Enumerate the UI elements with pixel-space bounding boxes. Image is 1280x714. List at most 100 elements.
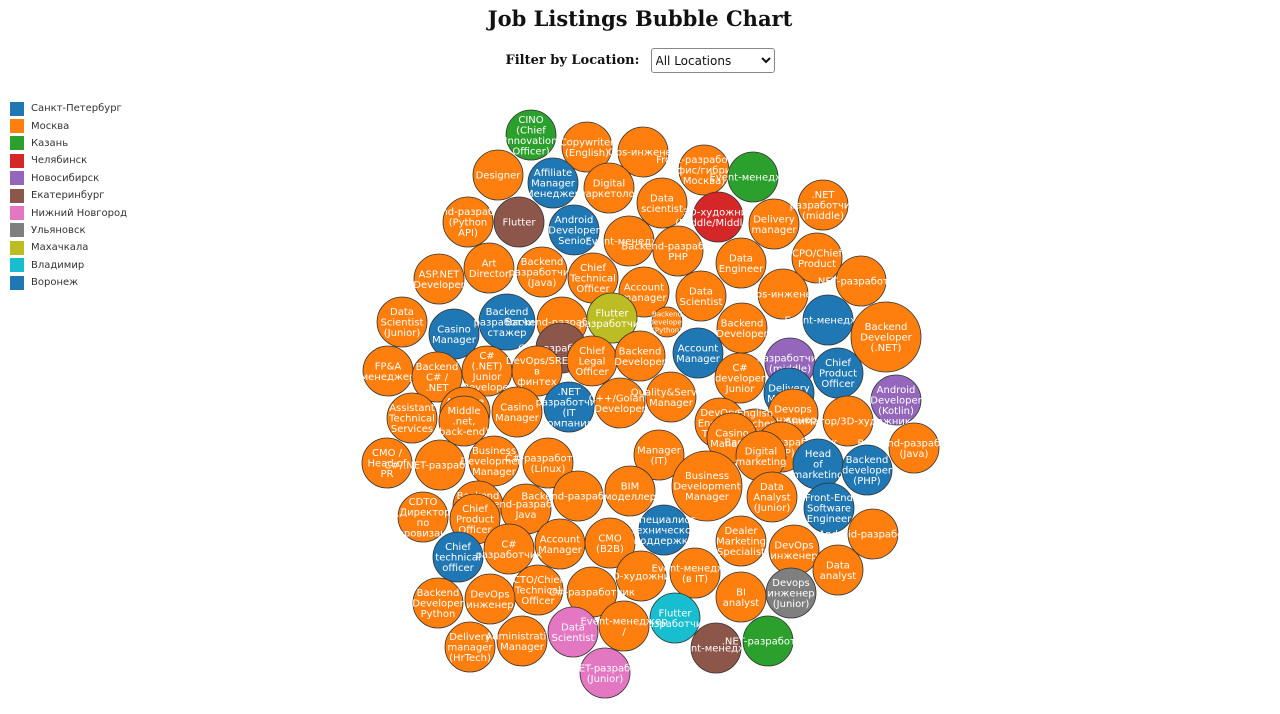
bubble-circle[interactable] (638, 504, 690, 556)
bubble[interactable]: ASP.NET Developer (413, 253, 466, 305)
bubble-circle[interactable] (386, 392, 438, 444)
bubble-circle[interactable] (715, 515, 767, 567)
bubble[interactable]: Backend Developer (716, 302, 769, 354)
bubble-circle[interactable] (397, 491, 449, 543)
bubble[interactable]: Art Director (463, 242, 515, 294)
bubble-circle[interactable] (645, 371, 697, 423)
bubble[interactable]: Data analyst (812, 544, 864, 596)
bubble-circle[interactable] (791, 232, 843, 284)
bubble-circle[interactable] (636, 177, 688, 229)
bubble[interactable]: Backend developer (PHP) (841, 444, 893, 496)
bubble-circle[interactable] (512, 564, 564, 616)
bubble[interactable]: CMO / Head of PR (361, 437, 413, 489)
bubble-circle[interactable] (579, 647, 631, 699)
bubble-circle[interactable] (675, 270, 727, 322)
bubble[interactable]: CINO (Chief Innovation Officer) (505, 109, 558, 161)
bubble[interactable]: Data Scientist (675, 270, 727, 322)
bubble-circle[interactable] (584, 517, 636, 569)
bubble-circle[interactable] (552, 470, 604, 522)
bubble[interactable]: CTO/Chief Technical Officer (512, 564, 564, 616)
bubble-circle[interactable] (768, 524, 820, 576)
bubble-circle[interactable] (468, 435, 520, 487)
bubble[interactable]: Data Analyst (Junior) (746, 471, 798, 523)
bubble[interactable]: DevOps инженер (464, 573, 516, 625)
bubble[interactable]: Chief Product Officer (812, 347, 864, 399)
bubble-circle[interactable] (511, 345, 563, 397)
bubble[interactable]: Account Manager (672, 327, 724, 379)
bubble[interactable]: Data scientist (636, 177, 688, 229)
bubble[interactable]: C# developer Junior (714, 352, 766, 404)
bubble[interactable]: BIM моделлер (604, 465, 656, 517)
bubble[interactable]: Data Scientist (547, 606, 599, 658)
bubble-circle[interactable] (746, 471, 798, 523)
bubble-circle[interactable] (534, 518, 586, 570)
bubble[interactable]: Backend Developer (.NET) (850, 301, 922, 373)
bubble-circle[interactable] (472, 149, 524, 201)
bubble-circle[interactable] (633, 429, 685, 481)
bubble-circle[interactable] (617, 126, 669, 178)
bubble-circle[interactable] (669, 547, 721, 599)
bubble[interactable]: Data Scientist (Junior) (376, 296, 428, 348)
bubble-circle[interactable] (414, 439, 466, 491)
bubble-circle[interactable] (742, 615, 794, 667)
bubble-circle[interactable] (586, 292, 638, 344)
bubble-circle[interactable] (672, 327, 724, 379)
bubble[interactable]: Flutter (493, 196, 545, 248)
bubble[interactable]: Delivery manager (748, 198, 800, 250)
bubble-circle[interactable] (516, 246, 568, 298)
bubble[interactable]: .NET разработчик (middle) (790, 179, 857, 231)
bubble-circle[interactable] (438, 395, 490, 447)
bubble[interactable]: Designer (472, 149, 524, 201)
bubble[interactable]: Casino Manager (491, 386, 543, 438)
bubble[interactable]: FP&A менеджер (361, 345, 416, 397)
bubble[interactable]: Backend Developer Python (412, 577, 465, 629)
bubble-circle[interactable] (847, 508, 899, 560)
bubble-circle[interactable] (362, 345, 414, 397)
bubble-circle[interactable] (802, 294, 854, 346)
bubble[interactable]: Android Developer Senior (548, 204, 601, 256)
bubble-circle[interactable] (543, 381, 595, 433)
bubble-circle[interactable] (812, 347, 864, 399)
bubble-circle[interactable] (478, 293, 536, 351)
bubble[interactable]: Assistant Technical Services (386, 392, 438, 444)
bubble-circle[interactable] (603, 215, 655, 267)
bubble-circle[interactable] (614, 330, 666, 382)
bubble[interactable]: Head of marketing (792, 438, 844, 490)
bubble-circle[interactable] (411, 351, 463, 403)
bubble-circle[interactable] (757, 268, 809, 320)
bubble-circle[interactable] (797, 179, 849, 231)
bubble-circle[interactable] (715, 571, 767, 623)
bubble-circle[interactable] (812, 544, 864, 596)
bubble-circle[interactable] (463, 242, 515, 294)
bubble-circle[interactable] (522, 437, 574, 489)
bubble[interactable]: Middle .net, back-end) (438, 395, 490, 447)
bubble-circle[interactable] (464, 573, 516, 625)
bubble-circle[interactable] (483, 523, 535, 575)
bubble-circle[interactable] (583, 162, 635, 214)
bubble-circle[interactable] (678, 144, 730, 196)
bubble-circle[interactable] (444, 621, 496, 673)
bubble[interactable]: Android Developer (Kotlin) (870, 374, 923, 426)
bubble-circle[interactable] (841, 444, 893, 496)
bubble-circle[interactable] (594, 377, 646, 429)
bubble[interactable]: Backend разработчик (Java) (509, 246, 576, 298)
bubble-circle[interactable] (432, 531, 484, 583)
bubble[interactable]: Devops инженер (Junior) (765, 567, 817, 619)
bubble[interactable]: Backend разработчик стажер (474, 293, 541, 351)
location-select[interactable]: All Locations (650, 48, 775, 73)
bubble-circle[interactable] (491, 386, 543, 438)
bubble[interactable]: Dealer Marketing Specialist (715, 515, 767, 567)
bubble-circle[interactable] (604, 465, 656, 517)
bubble[interactable]: Backend Developer (614, 330, 667, 382)
bubble-circle[interactable] (716, 302, 768, 354)
bubble-circle[interactable] (652, 225, 704, 277)
bubble-circle[interactable] (792, 438, 844, 490)
bubble[interactable]: Data Engineer (715, 237, 767, 289)
bubble-circle[interactable] (651, 306, 683, 338)
bubble-circle[interactable] (803, 482, 855, 534)
bubble-circle[interactable] (442, 196, 494, 248)
bubble-circle[interactable] (561, 121, 613, 173)
bubble-circle[interactable] (835, 255, 887, 307)
bubble-circle[interactable] (566, 335, 618, 387)
bubble-circle[interactable] (376, 296, 428, 348)
